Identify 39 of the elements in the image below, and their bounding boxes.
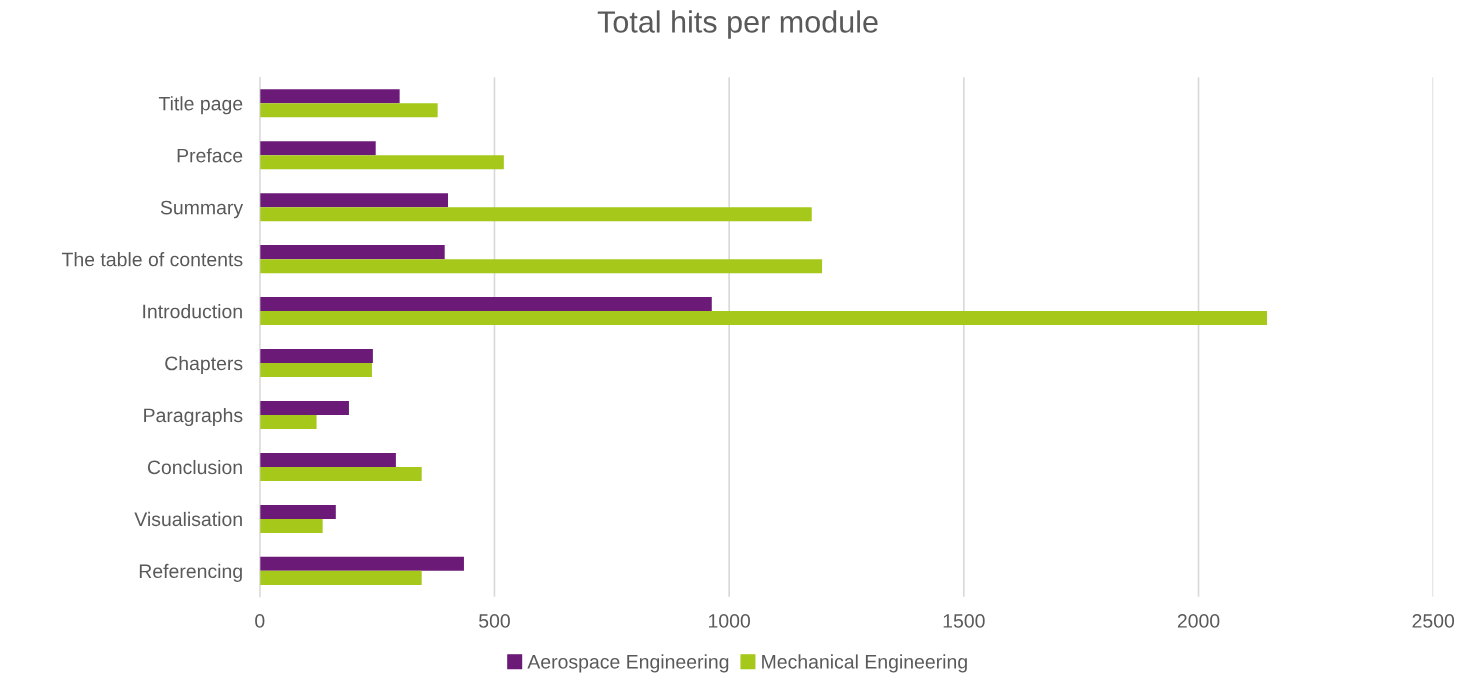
bar (259, 556, 464, 571)
bar (259, 518, 323, 533)
y-tick-label: Paragraphs (144, 407, 243, 427)
bar (259, 349, 373, 364)
legend-label: Mechanical Engineering (762, 654, 967, 673)
y-tick-label: Preface (177, 148, 243, 163)
bar (259, 103, 438, 118)
bar (259, 259, 823, 274)
y-tick-label: Title page (158, 96, 243, 115)
x-tick-label: 2500 (1412, 614, 1455, 628)
y-tick-label: Visualisation (134, 511, 242, 527)
chart-title: Total hits per module (597, 10, 878, 39)
bar (259, 400, 349, 415)
y-tick-label: Chapters (165, 356, 243, 375)
x-tick-label: 2000 (1177, 614, 1220, 628)
bar (259, 311, 1268, 326)
y-tick-label: Introduction (143, 304, 242, 319)
x-tick-label: 1000 (709, 614, 751, 628)
bar (259, 245, 445, 260)
bar (259, 570, 422, 585)
bar (259, 89, 400, 104)
bar (259, 207, 812, 222)
x-tick-label: 0 (255, 614, 265, 628)
y-tick-label: The table of contents (61, 252, 243, 267)
y-tick-label: Referencing (139, 563, 242, 582)
y-tick-label: Conclusion (147, 459, 242, 475)
bar (259, 504, 336, 519)
bar (259, 297, 712, 312)
x-tick-label: 500 (479, 614, 510, 628)
x-tick-label: 1500 (943, 614, 985, 628)
bar (259, 415, 317, 430)
bar (259, 141, 376, 156)
bar (259, 363, 372, 378)
bar (259, 452, 396, 467)
legend-label: Aerospace Engineering (527, 654, 729, 673)
y-tick-label: Summary (160, 200, 244, 219)
bar (259, 466, 422, 481)
bar (259, 193, 448, 208)
bar (259, 155, 504, 170)
